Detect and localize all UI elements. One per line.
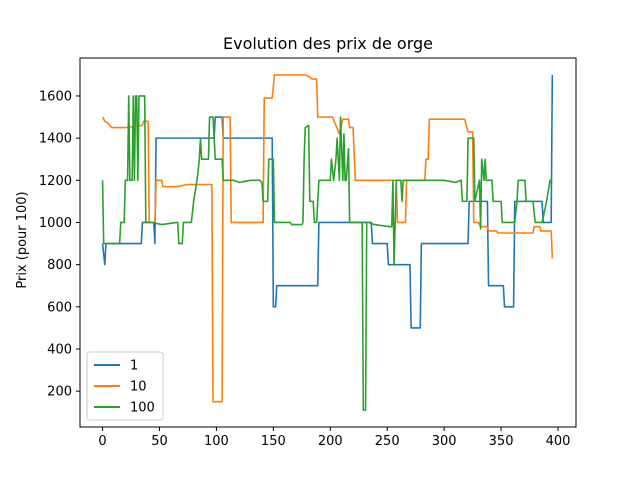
legend: 1 10 100 — [86, 351, 164, 421]
chart-title: Evolution des prix de orge — [223, 34, 433, 53]
x-tick-label: 0 — [98, 434, 106, 449]
series-line-100 — [101, 95, 553, 411]
x-tick-label: 300 — [432, 434, 457, 449]
y-tick-label: 800 — [47, 258, 72, 273]
plot-lines — [101, 74, 554, 411]
x-tick-label: 350 — [489, 434, 514, 449]
x-tick-label: 400 — [546, 434, 571, 449]
legend-label-1: 1 — [130, 359, 138, 374]
series-line-1 — [101, 74, 554, 329]
y-tick-label: 1600 — [39, 89, 72, 104]
x-tick-label: 250 — [375, 434, 400, 449]
x-tick-label: 150 — [261, 434, 286, 449]
axes: 0 50 100 150 200 250 300 350 400 200 400 600 800 1000… — [39, 57, 577, 449]
y-axis-label: Prix (pour 100) — [15, 191, 30, 288]
y-tick-label: 400 — [47, 342, 72, 357]
x-tick-label: 100 — [204, 434, 229, 449]
legend-label-10: 10 — [130, 380, 147, 395]
y-tick-label: 600 — [47, 300, 72, 315]
y-tick-label: 1400 — [39, 132, 72, 147]
x-tick-label: 200 — [318, 434, 343, 449]
plot-frame — [79, 57, 577, 428]
legend-label-100: 100 — [130, 401, 155, 416]
x-tick-label: 50 — [151, 434, 168, 449]
y-tick-label: 1200 — [39, 174, 72, 189]
y-tick-label: 1000 — [39, 216, 72, 231]
y-tick-label: 200 — [47, 385, 72, 400]
legend-box — [86, 351, 164, 421]
series-line-10 — [101, 74, 554, 403]
